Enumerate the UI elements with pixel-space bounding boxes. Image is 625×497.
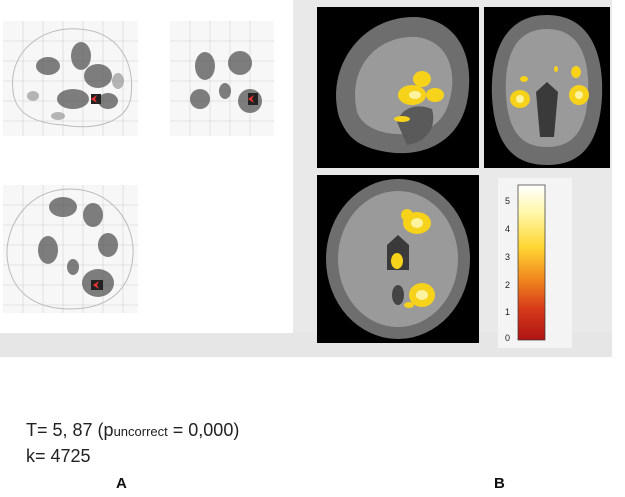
glass-brain-panel — [0, 0, 293, 333]
k-cluster-line: k= 4725 — [26, 446, 91, 466]
mri-axial-slice — [317, 175, 479, 343]
panel-label-a: A — [116, 475, 127, 492]
glass-brain-axial — [3, 185, 138, 313]
colorbar-tick-3: 3 — [505, 252, 511, 262]
glass-brain-coronal — [170, 21, 274, 136]
panel-label-b: B — [494, 475, 505, 492]
p-subscript: uncorrect — [113, 424, 168, 439]
glass-brain-sagittal — [3, 21, 138, 136]
mri-coronal-slice — [484, 7, 610, 168]
colorbar-tick-5: 5 — [505, 196, 511, 206]
colorbar-tick-0: 0 — [505, 333, 511, 343]
t-suffix: = 0,000) — [167, 420, 240, 440]
colorbar-tick-2: 2 — [505, 280, 511, 290]
colorbar — [517, 184, 546, 341]
statistics-caption: T= 5, 87 (puncorrect = 0,000) k= 4725 — [26, 418, 239, 468]
mri-sagittal-slice — [317, 7, 479, 168]
colorbar-tick-1: 1 — [505, 307, 511, 317]
t-statistic-line: T= 5, 87 (puncorrect = 0,000) — [26, 418, 239, 444]
t-prefix: T= 5, 87 (p — [26, 420, 114, 440]
colorbar-tick-4: 4 — [505, 224, 511, 234]
